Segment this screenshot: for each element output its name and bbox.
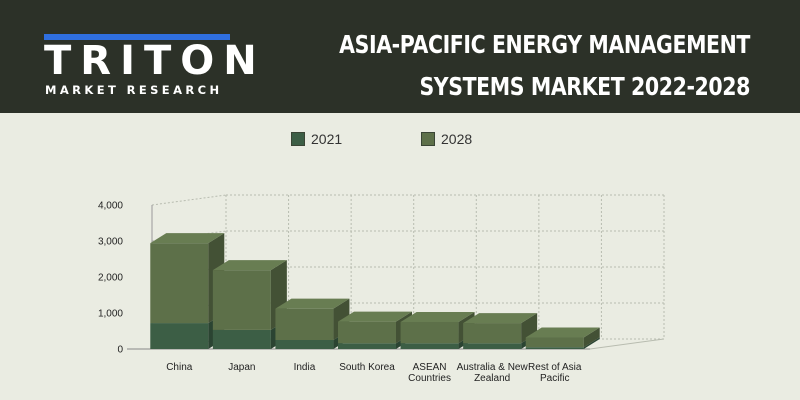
bar-top: [275, 298, 350, 309]
header-banner: TRITON MARKET RESEARCH ASIA-PACIFIC ENER…: [0, 0, 800, 113]
bar-side: [583, 337, 600, 349]
y-tick-label: 3,000: [98, 237, 123, 248]
x-tick-label: China: [166, 362, 193, 373]
bar-front: [338, 321, 396, 344]
page-title: ASIA-PACIFIC ENERGY MANAGEMENT SYSTEMS M…: [339, 24, 750, 108]
logo-subtext: MARKET RESEARCH: [45, 83, 223, 97]
bar-front: [212, 270, 271, 330]
bar-top: [338, 311, 412, 322]
bar-front: [212, 329, 271, 349]
bar-front: [525, 337, 584, 348]
x-tick-label: Zealand: [474, 373, 510, 384]
bar-side: [583, 327, 600, 348]
bar-front: [275, 308, 334, 340]
chart-legend: 2021 2028: [0, 131, 800, 151]
x-tick-label: Pacific: [540, 373, 569, 384]
y-tick-label: 2,000: [98, 273, 123, 284]
y-tick-label: 1,000: [98, 309, 123, 320]
y-tick-label: 4,000: [98, 201, 123, 212]
bar-front: [525, 347, 584, 349]
x-tick-label: Australia & New: [457, 362, 529, 373]
bar-front: [463, 323, 522, 344]
bar-front: [150, 323, 209, 349]
legend-item-2028: 2028: [421, 131, 472, 147]
legend-swatch-2028: [421, 132, 435, 146]
bar-top: [525, 327, 600, 338]
x-tick-label: Countries: [408, 373, 451, 384]
bar-top: [400, 312, 475, 322]
gridline-side: [151, 194, 227, 206]
x-tick-label: Japan: [228, 362, 255, 373]
bar-front: [400, 322, 459, 344]
legend-label-2021: 2021: [311, 131, 343, 147]
legend-item-2021: 2021: [291, 131, 342, 147]
title-line-1: ASIA-PACIFIC ENERGY MANAGEMENT: [339, 30, 750, 59]
bar-front: [150, 243, 209, 324]
bar-top: [463, 313, 538, 324]
x-tick-label: India: [294, 362, 316, 373]
triton-logo: TRITON MARKET RESEARCH: [44, 30, 257, 100]
bar-top: [150, 233, 225, 244]
logo-accent-bar: [44, 34, 230, 40]
bar-front: [338, 343, 396, 349]
x-tick-label: Rest of Asia: [528, 362, 582, 373]
bar-front: [400, 343, 459, 349]
bar-front: [275, 340, 334, 349]
floor-edge: [589, 338, 665, 350]
y-tick-label: 0: [117, 345, 123, 356]
logo-text: TRITON: [44, 38, 266, 84]
title-line-2: SYSTEMS MARKET 2022-2028: [419, 72, 750, 101]
x-tick-label: South Korea: [339, 362, 395, 373]
bar-top: [212, 260, 287, 271]
legend-swatch-2021: [291, 132, 305, 146]
bar-front: [463, 343, 522, 349]
x-tick-label: ASEAN: [413, 362, 447, 373]
legend-label-2028: 2028: [441, 131, 473, 147]
